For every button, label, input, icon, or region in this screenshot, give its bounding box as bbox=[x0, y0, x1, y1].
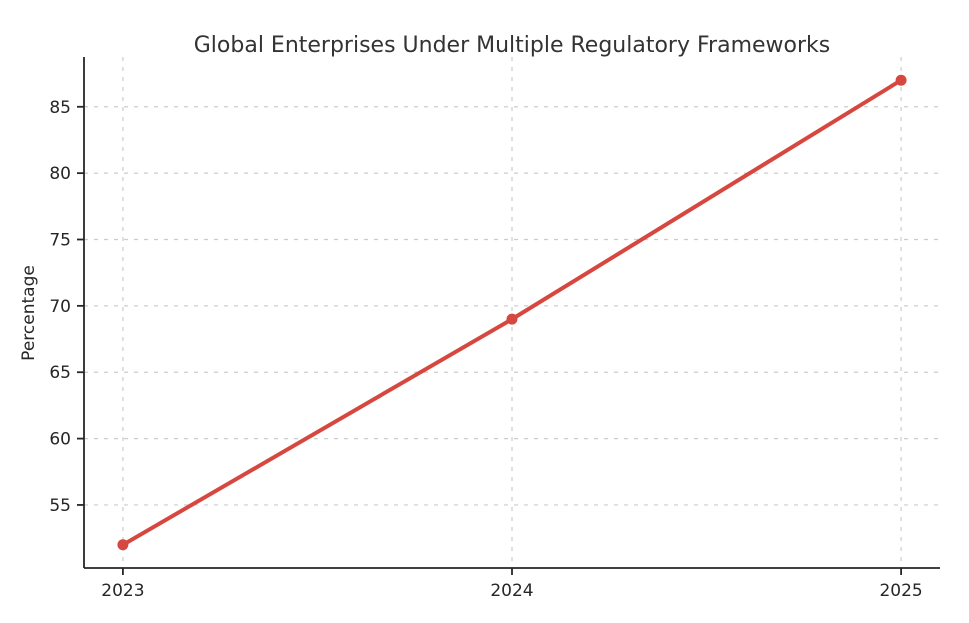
y-tick-label: 55 bbox=[49, 496, 71, 516]
y-tick-label: 80 bbox=[49, 164, 71, 184]
y-tick-label: 60 bbox=[49, 430, 71, 450]
chart-title: Global Enterprises Under Multiple Regula… bbox=[194, 33, 831, 58]
y-tick-label: 65 bbox=[49, 363, 71, 383]
x-tick-label: 2023 bbox=[101, 581, 144, 601]
data-point bbox=[506, 313, 518, 325]
y-tick-label: 70 bbox=[49, 297, 71, 317]
data-point bbox=[895, 74, 907, 86]
y-tick-label: 85 bbox=[49, 98, 71, 118]
grid-layer bbox=[84, 57, 940, 568]
x-tick-label: 2025 bbox=[879, 581, 922, 601]
x-tick-label: 2024 bbox=[490, 581, 533, 601]
y-tick-label: 75 bbox=[49, 231, 71, 251]
y-axis-label: Percentage bbox=[19, 265, 39, 361]
data-point bbox=[117, 539, 129, 551]
axes-layer: 55 60 65 70 75 80 85 2023 2024 2025 bbox=[49, 57, 940, 601]
series-layer bbox=[117, 74, 907, 551]
